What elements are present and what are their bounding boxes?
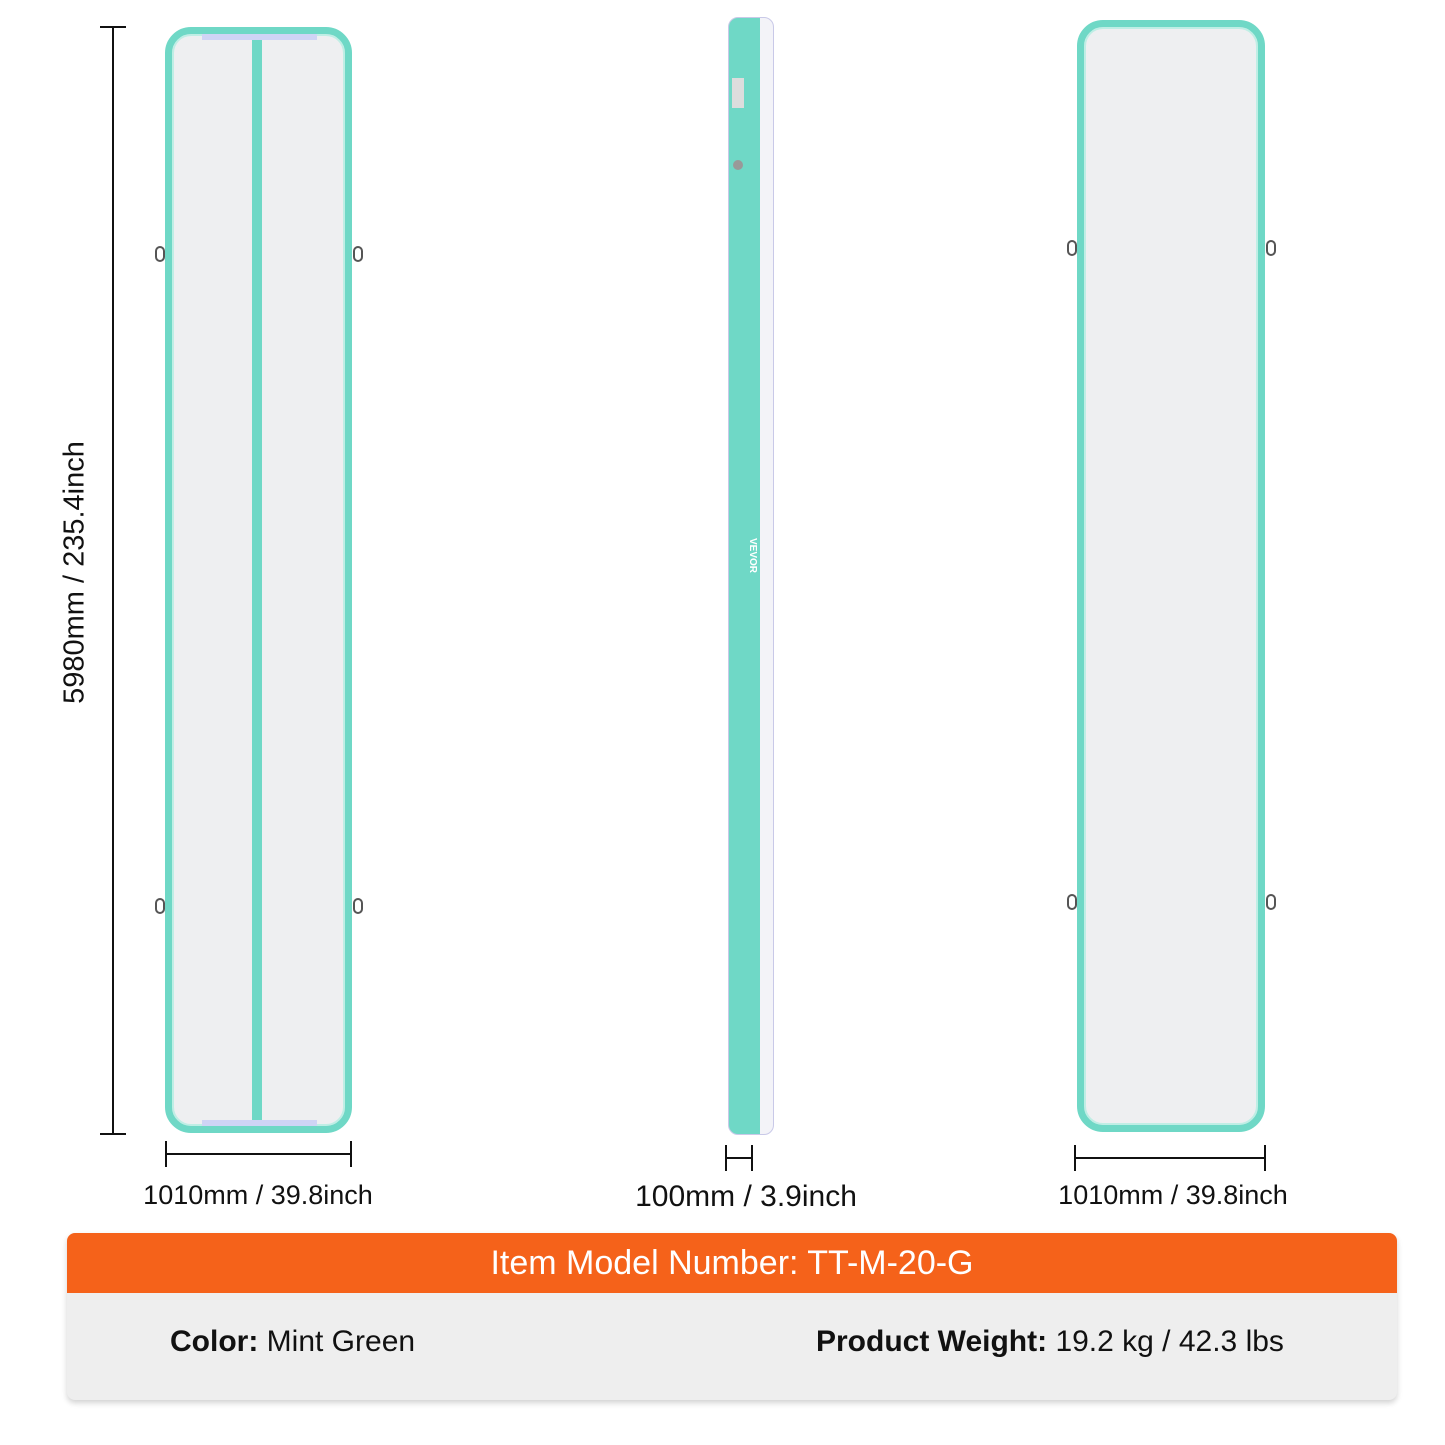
center-stripe — [252, 38, 262, 1124]
handle-icon — [1067, 894, 1077, 910]
model-number: Item Model Number: TT-M-20-G — [67, 1233, 1397, 1293]
handle-icon — [1266, 894, 1276, 910]
handle-icon — [1266, 240, 1276, 256]
valve-icon — [733, 160, 743, 170]
thickness-label: 100mm / 3.9inch — [635, 1180, 857, 1213]
spec-banner: Item Model Number: TT-M-20-G Color: Mint… — [67, 1233, 1397, 1400]
length-dimension-cap-bottom — [100, 1133, 126, 1135]
top-pad — [202, 34, 317, 40]
weight-value: 19.2 kg / 42.3 lbs — [1055, 1325, 1284, 1358]
weight-label: Product Weight: — [816, 1325, 1048, 1358]
handle-icon — [353, 898, 363, 914]
handle-icon — [1067, 240, 1077, 256]
length-dimension-line — [112, 27, 114, 1134]
width-right-cap — [1074, 1145, 1076, 1171]
label-tag — [732, 78, 744, 108]
width-right-label: 1010mm / 39.8inch — [1058, 1180, 1288, 1210]
color-value: Mint Green — [266, 1325, 416, 1358]
width-left-cap — [350, 1141, 352, 1167]
mat-bottom-view — [1077, 20, 1265, 1132]
thickness-dimension-line — [726, 1157, 752, 1159]
width-right-cap — [1264, 1145, 1266, 1171]
width-left-cap — [165, 1141, 167, 1167]
mat-top-view — [165, 27, 352, 1133]
color-label: Color: — [170, 1325, 259, 1358]
thickness-cap — [751, 1145, 753, 1171]
handle-icon — [155, 246, 165, 262]
bottom-pad — [202, 1120, 317, 1126]
handle-icon — [155, 898, 165, 914]
width-left-label: 1010mm / 39.8inch — [143, 1180, 373, 1210]
thickness-cap — [725, 1145, 727, 1171]
color-spec: Color: Mint Green — [170, 1325, 415, 1359]
side-brand-text: VEVOR — [747, 538, 758, 574]
mat-side-view: VEVOR — [728, 17, 774, 1135]
length-label: 5980mm / 235.4inch — [58, 441, 91, 704]
length-dimension-cap-top — [100, 26, 126, 28]
width-right-dimension-line — [1075, 1157, 1266, 1159]
weight-spec: Product Weight: 19.2 kg / 42.3 lbs — [816, 1325, 1284, 1359]
width-left-dimension-line — [166, 1153, 352, 1155]
handle-icon — [353, 246, 363, 262]
